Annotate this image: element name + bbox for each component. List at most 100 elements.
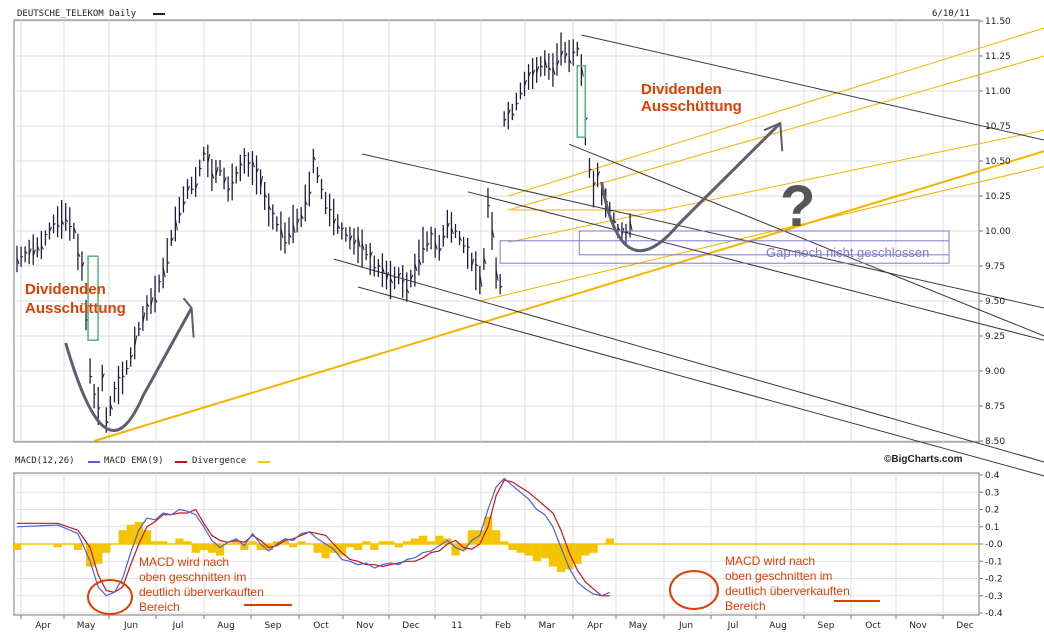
divergence-bar (280, 541, 290, 545)
price-bar-close (138, 328, 142, 331)
price-bar-close (479, 274, 483, 287)
divergence-bar (573, 544, 582, 564)
price-bar-close (568, 58, 572, 64)
macd-lines (16, 477, 611, 597)
price-bar-close (483, 257, 487, 264)
divergence-bar (272, 541, 282, 545)
x-tick-label: Jun (678, 621, 693, 631)
macd-legend-label: MACD(12,26) (15, 456, 75, 466)
divergence-bar (581, 544, 590, 556)
price-bar-close (105, 420, 109, 424)
x-tick-label: May (77, 621, 96, 631)
price-bar-close (195, 183, 199, 189)
price-bar-close (32, 249, 36, 257)
price-bar-close (252, 160, 255, 168)
divergence-bar (524, 544, 533, 556)
dividend-annotation-line: Ausschüttung (25, 300, 126, 317)
price-bar-close (499, 285, 503, 289)
price-bar-close (345, 233, 349, 237)
x-tick-label: Apr (587, 621, 603, 631)
price-bar-close (207, 153, 211, 164)
price-bar-close (580, 65, 584, 77)
uptrend-parallel-line (508, 129, 1044, 243)
divergence-bar (354, 544, 363, 551)
price-bar-close (520, 92, 523, 95)
x-tick-label: Nov (356, 621, 374, 631)
price-bar-close (540, 64, 544, 68)
divergence-bar (191, 544, 200, 553)
price-bar-close (329, 208, 332, 212)
price-bar-close (495, 269, 499, 281)
price-bar-close (296, 218, 300, 225)
price-bar-close (28, 248, 32, 255)
price-bar-close (130, 354, 134, 359)
price-bar-close (398, 272, 402, 277)
uptrend-parallel-line (479, 166, 1044, 302)
divergence-bar (532, 544, 541, 562)
x-tick-label: 11 (451, 621, 462, 631)
price-bar-close (142, 312, 146, 324)
divergence-bar (589, 544, 598, 553)
x-tick-label: Apr (35, 621, 51, 631)
divergence-bar (94, 544, 103, 564)
macd-annotation-line: deutlich überverkauften (139, 585, 264, 599)
divergence-bar (313, 544, 322, 553)
price-bar-close (369, 251, 373, 258)
divergence-bar (86, 544, 95, 567)
price-series (16, 32, 633, 433)
x-tick-label: Feb (495, 621, 511, 631)
divergence-bar (597, 544, 606, 545)
price-bar-close (203, 151, 207, 155)
price-bar-close (61, 220, 65, 225)
price-bar-close (57, 224, 60, 228)
dividend-annotation-line: Dividenden (641, 81, 722, 98)
divergence-bar (329, 544, 338, 553)
price-bar-close (312, 155, 316, 161)
divergence-bar (443, 538, 452, 545)
x-tick-label: Jun (123, 621, 138, 631)
price-bar-close (560, 50, 564, 57)
macd-ema-line (17, 479, 610, 597)
price-bar-close (617, 227, 621, 231)
price-bar-close (597, 171, 601, 177)
x-tick-label: Oct (313, 621, 329, 631)
divergence-bar (427, 541, 436, 545)
divergence-bar (159, 541, 168, 545)
macd-divergence-series (13, 516, 614, 573)
divergence-bar (134, 521, 143, 545)
divergence-bar (73, 544, 83, 551)
macd-annotation-line: oben geschnitten im (725, 569, 832, 583)
macd-annotation: MACD wird nach oben geschnitten im deutlic… (725, 554, 850, 613)
divergence-bar (557, 544, 566, 573)
divergence-bar (183, 541, 192, 545)
price-y-tick-label: 10.75 (985, 122, 1011, 132)
price-bar-close (260, 175, 264, 188)
price-bar-close (463, 245, 466, 248)
price-bar-close (134, 335, 138, 347)
macd-y-tick-label: 0.3 (985, 488, 999, 498)
price-bar-close (548, 67, 552, 71)
x-tick-label: Dec (956, 621, 973, 631)
price-bar-close (410, 274, 414, 280)
price-bar-close (564, 52, 568, 58)
dividend-annotation: Dividenden Ausschüttung (641, 81, 742, 115)
divergence-bar (451, 544, 460, 556)
price-bar-close (199, 167, 202, 170)
macd-annotation: MACD wird nach oben geschnitten im deutlic… (139, 555, 264, 614)
price-bar-close (244, 154, 247, 157)
ema-legend-swatch (175, 461, 187, 463)
macd-y-tick-label: -0.1 (985, 557, 1003, 567)
dividend-annotation-line: Dividenden (25, 281, 106, 298)
price-bar-close (532, 69, 536, 76)
arrow-head (182, 297, 195, 338)
divergence-bar (483, 516, 493, 545)
price-bar-close (49, 226, 52, 232)
price-bar-close (337, 224, 341, 229)
ema-legend-label: MACD EMA(9) (104, 456, 164, 466)
dividend-annotation: Dividenden Ausschüttung (25, 281, 126, 317)
price-bar-close (536, 66, 540, 74)
price-bar-close (73, 227, 77, 234)
price-bar-close (256, 168, 259, 173)
divergence-bar (605, 538, 614, 545)
divergence-bar (232, 541, 241, 545)
